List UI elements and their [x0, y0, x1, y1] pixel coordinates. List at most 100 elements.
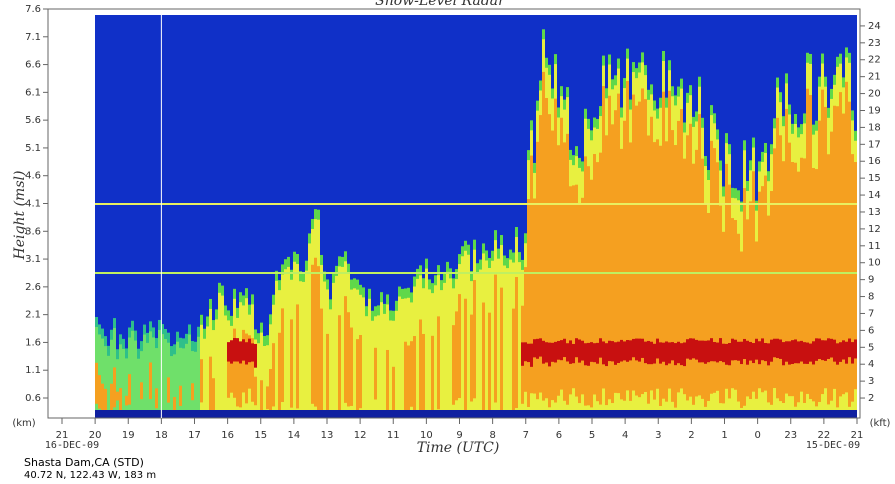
echo [587, 166, 590, 406]
echo [545, 98, 548, 399]
echo [125, 358, 128, 410]
echo [104, 388, 107, 411]
y-tick-label: 1.6 [25, 337, 41, 348]
y2-tick-label: 23 [868, 38, 881, 49]
echo [746, 219, 749, 397]
echo [389, 320, 392, 410]
echo [323, 281, 326, 410]
echo [416, 278, 419, 410]
echo [689, 338, 692, 360]
echo [344, 296, 347, 403]
echo [695, 339, 698, 360]
echo [380, 302, 383, 410]
echo [311, 264, 314, 404]
echo [407, 345, 410, 416]
y-tick-label: 7.1 [25, 32, 41, 43]
echo [635, 105, 638, 396]
echo [332, 282, 335, 410]
echo [425, 268, 428, 410]
x-tick-label: 13 [321, 430, 334, 441]
echo [644, 99, 647, 392]
echo [290, 319, 293, 408]
echo [818, 120, 821, 402]
echo [269, 369, 272, 413]
echo [623, 120, 626, 401]
echo [539, 115, 542, 393]
x-tick-label: 9 [456, 430, 462, 441]
echo [500, 287, 503, 411]
echo [254, 343, 257, 368]
y2-tick-label: 13 [868, 207, 881, 218]
echo [665, 141, 668, 402]
echo [767, 343, 770, 366]
y-tick-label: 4.1 [25, 198, 41, 209]
y-unit: (km) [12, 418, 35, 429]
echo [326, 333, 329, 413]
x-tick-label: 4 [622, 430, 628, 441]
echo [356, 339, 359, 418]
y2-tick-label: 9 [868, 275, 874, 286]
x-tick-label: 16 [221, 430, 234, 441]
echo [761, 186, 764, 393]
echo [278, 332, 281, 411]
x-tick-label: 7 [523, 430, 529, 441]
echo [686, 339, 689, 359]
echo [623, 341, 626, 361]
echo [668, 90, 671, 389]
echo [629, 142, 632, 401]
echo [242, 329, 245, 393]
echo [773, 148, 776, 389]
y2-tick-label: 3 [868, 376, 874, 387]
echo [794, 162, 797, 407]
echo [782, 161, 785, 404]
y2-tick-label: 17 [868, 139, 881, 150]
echo [836, 343, 839, 365]
echo [683, 158, 686, 395]
echo [725, 163, 728, 389]
echo [851, 342, 854, 364]
echo [104, 346, 107, 410]
echo [620, 339, 623, 362]
echo [509, 259, 512, 410]
echo [824, 340, 827, 361]
echo [173, 354, 176, 410]
echo [284, 269, 287, 410]
y2-tick-label: 20 [868, 89, 881, 100]
echo [185, 343, 188, 410]
echo [422, 333, 425, 414]
echo [650, 341, 653, 365]
echo [530, 155, 533, 394]
echo [527, 343, 530, 363]
echo [233, 328, 236, 398]
y2-tick-label: 12 [868, 224, 881, 235]
echo [680, 109, 683, 389]
echo [302, 281, 305, 410]
echo [743, 338, 746, 360]
echo [791, 162, 794, 397]
echo [815, 338, 818, 361]
echo [593, 154, 596, 395]
echo [776, 117, 779, 399]
echo [287, 266, 290, 410]
echo [329, 309, 332, 410]
echo [734, 220, 737, 390]
echo [824, 106, 827, 389]
echo [845, 81, 848, 393]
echo [434, 285, 437, 410]
ground-clutter [95, 410, 857, 418]
echo [614, 342, 617, 365]
echo [797, 341, 800, 364]
echo [839, 342, 842, 362]
echo [239, 341, 242, 408]
echo [563, 338, 566, 358]
echo [533, 198, 536, 394]
chart-title: Snow-Level Radar [375, 0, 506, 9]
echo [743, 188, 746, 406]
echo [662, 342, 665, 362]
echo [626, 80, 629, 391]
echo [560, 340, 563, 361]
echo [656, 338, 659, 359]
echo [260, 380, 263, 416]
echo [632, 338, 635, 358]
echo [281, 308, 284, 402]
